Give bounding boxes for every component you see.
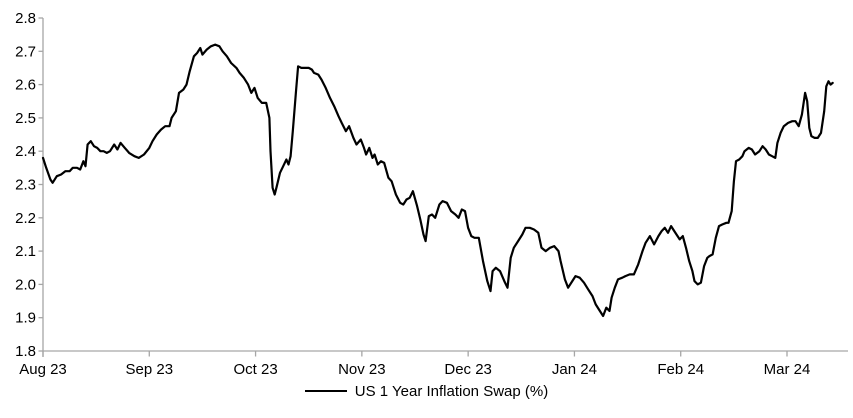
y-axis-tick-label: 2.5 (15, 110, 36, 127)
y-axis-tick-label: 2.6 (15, 77, 36, 94)
x-axis-tick-label: Oct 23 (233, 361, 277, 378)
x-axis-tick-label: Feb 24 (657, 361, 704, 378)
legend-line-sample-icon (304, 390, 347, 392)
x-axis-tick-label: Jan 24 (552, 361, 597, 378)
x-axis-tick-label: Dec 23 (444, 361, 492, 378)
legend-label: US 1 Year Inflation Swap (%) (354, 382, 549, 400)
legend: US 1 Year Inflation Swap (%) (0, 381, 853, 401)
y-axis-tick-label: 2.7 (15, 43, 36, 60)
x-axis-tick-label: Mar 24 (764, 361, 811, 378)
y-axis-tick-label: 2.1 (15, 243, 36, 260)
y-axis-tick-label: 2.2 (15, 210, 36, 227)
y-axis-tick-label: 1.8 (15, 343, 36, 360)
x-axis-tick-label: Nov 23 (338, 361, 386, 378)
y-axis-tick-label: 2.4 (15, 143, 36, 160)
x-axis-tick-label: Sep 23 (126, 361, 174, 378)
y-axis-tick-label: 2.0 (15, 276, 36, 293)
y-axis-tick-label: 2.3 (15, 177, 36, 194)
y-axis-tick-label: 2.8 (15, 10, 36, 27)
series-line (41, 43, 834, 318)
x-axis-tick-label: Aug 23 (19, 361, 67, 378)
y-axis-tick-label: 1.9 (15, 310, 36, 327)
